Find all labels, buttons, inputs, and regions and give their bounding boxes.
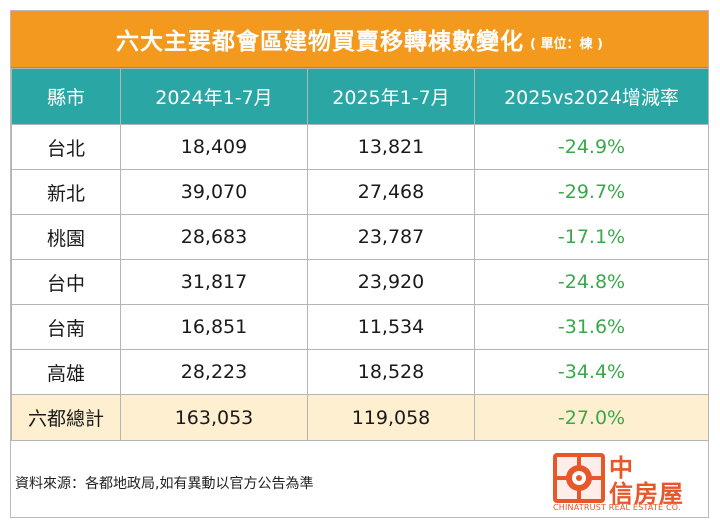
cell-city: 桃園 xyxy=(11,214,121,260)
table-row: 台南 16,851 11,534 -31.6% xyxy=(11,304,709,350)
cell-2024: 28,683 xyxy=(120,214,308,260)
cell-city: 台北 xyxy=(11,124,121,170)
cell-city: 新北 xyxy=(11,169,121,215)
footer: 資料來源：各都地政局,如有異動以官方公告為準 中 信房屋 CHINATRUST … xyxy=(11,443,708,517)
cell-2024: 31,817 xyxy=(120,259,308,305)
table-row: 桃園 28,683 23,787 -17.1% xyxy=(11,214,709,260)
cell-city: 台中 xyxy=(11,259,121,305)
total-2024: 163,053 xyxy=(120,394,308,441)
table-header-row: 縣市 2024年1-7月 2025年1-7月 2025vs2024增減率 xyxy=(11,68,709,125)
cell-rate: -31.6% xyxy=(474,304,709,350)
cell-rate: -29.7% xyxy=(474,169,709,215)
cell-2025: 23,920 xyxy=(307,259,475,305)
table-row: 台中 31,817 23,920 -24.8% xyxy=(11,259,709,305)
cell-rate: -34.4% xyxy=(474,349,709,395)
cell-2025: 23,787 xyxy=(307,214,475,260)
logo-text-line2: 信房屋 xyxy=(609,480,684,508)
column-header-2024: 2024年1-7月 xyxy=(120,68,308,125)
page-title: 六大主要都會區建物買賣移轉棟數變化 xyxy=(116,29,525,55)
data-table: 縣市 2024年1-7月 2025年1-7月 2025vs2024增減率 台北 … xyxy=(11,68,709,441)
title-bar: 六大主要都會區建物買賣移轉棟數變化 ( 單位：棟 ) xyxy=(11,11,708,68)
cell-2024: 28,223 xyxy=(120,349,308,395)
cell-2024: 39,070 xyxy=(120,169,308,215)
company-logo: 中 信房屋 CHINATRUST REAL ESTATE CO. xyxy=(553,450,703,512)
column-header-2025: 2025年1-7月 xyxy=(307,68,475,125)
column-header-city: 縣市 xyxy=(11,68,121,125)
logo-text-english: CHINATRUST REAL ESTATE CO. xyxy=(553,503,681,512)
table-row: 台北 18,409 13,821 -24.9% xyxy=(11,124,709,170)
column-header-rate: 2025vs2024增減率 xyxy=(474,68,709,125)
table-row: 高雄 28,223 18,528 -34.4% xyxy=(11,349,709,395)
logo-text-line1: 中 xyxy=(609,454,633,482)
unit-label: ( 單位：棟 ) xyxy=(530,36,603,52)
logo-mark-icon xyxy=(553,453,605,503)
total-row: 六都總計 163,053 119,058 -27.0% xyxy=(11,394,709,441)
cell-2024: 16,851 xyxy=(120,304,308,350)
total-2025: 119,058 xyxy=(307,394,475,441)
total-rate: -27.0% xyxy=(474,394,709,441)
cell-2025: 27,468 xyxy=(307,169,475,215)
cell-rate: -17.1% xyxy=(474,214,709,260)
cell-2025: 18,528 xyxy=(307,349,475,395)
cell-2025: 11,534 xyxy=(307,304,475,350)
total-label: 六都總計 xyxy=(11,394,121,441)
cell-city: 台南 xyxy=(11,304,121,350)
table-row: 新北 39,070 27,468 -29.7% xyxy=(11,169,709,215)
cell-2025: 13,821 xyxy=(307,124,475,170)
source-note: 資料來源：各都地政局,如有異動以官方公告為準 xyxy=(15,476,314,492)
cell-rate: -24.8% xyxy=(474,259,709,305)
table-frame: 六大主要都會區建物買賣移轉棟數變化 ( 單位：棟 ) 縣市 2024年1-7月 … xyxy=(10,10,709,518)
cell-2024: 18,409 xyxy=(120,124,308,170)
cell-city: 高雄 xyxy=(11,349,121,395)
cell-rate: -24.9% xyxy=(474,124,709,170)
